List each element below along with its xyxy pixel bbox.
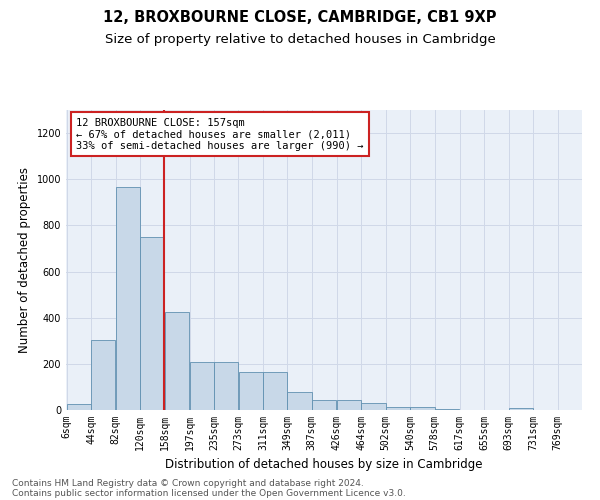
Bar [386, 406, 410, 410]
Bar [164, 312, 189, 410]
Text: Contains HM Land Registry data © Crown copyright and database right 2024.: Contains HM Land Registry data © Crown c… [12, 478, 364, 488]
Bar [239, 372, 263, 410]
Bar [91, 340, 115, 410]
Text: 12 BROXBOURNE CLOSE: 157sqm
← 67% of detached houses are smaller (2,011)
33% of : 12 BROXBOURNE CLOSE: 157sqm ← 67% of det… [76, 118, 364, 150]
Bar [287, 392, 311, 410]
Bar [190, 362, 214, 410]
Bar [116, 188, 140, 410]
Bar [410, 406, 434, 410]
Bar [312, 400, 336, 410]
Bar [337, 400, 361, 410]
Bar [435, 409, 459, 410]
Text: Size of property relative to detached houses in Cambridge: Size of property relative to detached ho… [104, 32, 496, 46]
X-axis label: Distribution of detached houses by size in Cambridge: Distribution of detached houses by size … [165, 458, 483, 471]
Text: 12, BROXBOURNE CLOSE, CAMBRIDGE, CB1 9XP: 12, BROXBOURNE CLOSE, CAMBRIDGE, CB1 9XP [103, 10, 497, 25]
Bar [361, 403, 386, 410]
Text: Contains public sector information licensed under the Open Government Licence v3: Contains public sector information licen… [12, 488, 406, 498]
Bar [140, 237, 164, 410]
Bar [509, 408, 533, 410]
Y-axis label: Number of detached properties: Number of detached properties [18, 167, 31, 353]
Bar [214, 362, 238, 410]
Bar [263, 372, 287, 410]
Bar [67, 404, 91, 410]
